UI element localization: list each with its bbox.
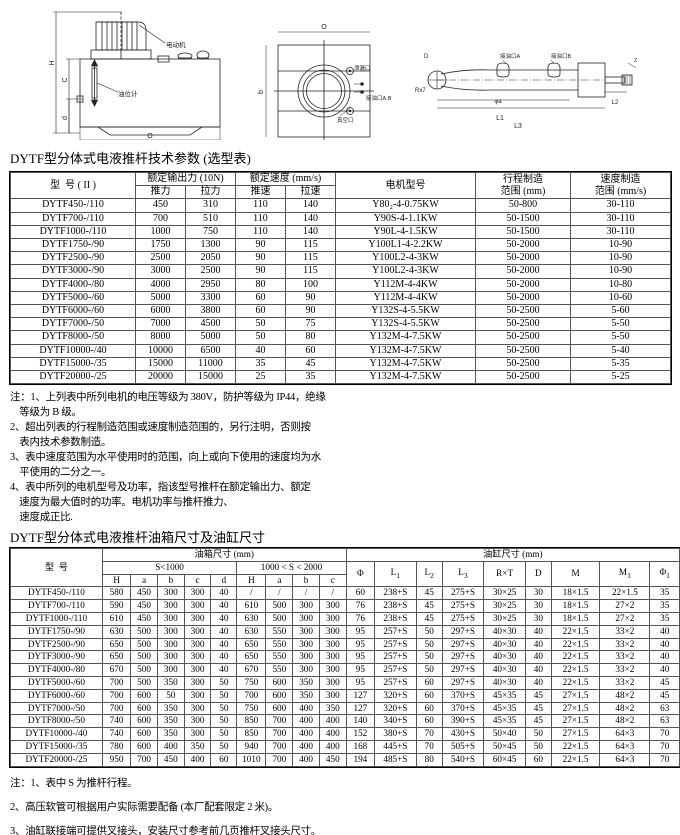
svg-text:L3: L3: [514, 123, 522, 130]
svg-text:接油口A: 接油口A: [500, 52, 521, 60]
svg-text:H: H: [49, 60, 56, 65]
svg-text:C: C: [62, 77, 69, 82]
svg-text:D: D: [424, 54, 429, 60]
svg-text:b: b: [258, 90, 265, 94]
svg-text:Rx7: Rx7: [415, 88, 426, 94]
svg-text:油位计: 油位计: [118, 89, 138, 98]
svg-text:接油口A.B: 接油口A.B: [366, 94, 392, 102]
svg-text:L1: L1: [496, 115, 504, 122]
svg-text:Z: Z: [634, 58, 638, 64]
svg-text:O: O: [147, 133, 153, 140]
svg-text:真空口: 真空口: [337, 116, 354, 124]
svg-text:泄漏口: 泄漏口: [354, 64, 371, 72]
svg-text:O: O: [321, 24, 327, 31]
svg-text:L2: L2: [612, 100, 619, 106]
svg-text:接油口B: 接油口B: [551, 52, 572, 60]
svg-text:φa: φa: [494, 99, 502, 105]
svg-text:d: d: [62, 116, 69, 120]
svg-text:电动机: 电动机: [166, 40, 186, 49]
